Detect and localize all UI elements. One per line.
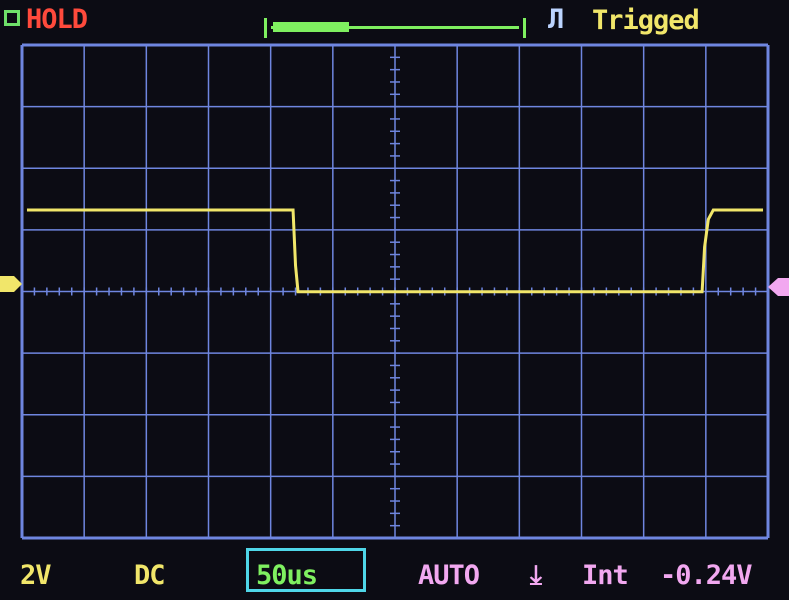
trigger-mode[interactable]: AUTO: [418, 560, 480, 591]
memory-position-bar[interactable]: [264, 18, 526, 38]
hold-icon: [4, 10, 20, 26]
grid: [20, 43, 770, 540]
rising-pulse-icon: Л: [548, 4, 564, 35]
trigger-source[interactable]: Int: [582, 560, 629, 591]
memory-window[interactable]: [273, 22, 349, 32]
hold-status[interactable]: HOLD: [26, 4, 88, 35]
timebase-selector[interactable]: [246, 548, 366, 592]
trigger-level-marker-icon: [768, 278, 789, 296]
signal-trace: [26, 208, 764, 294]
falling-edge-icon[interactable]: ⤓: [530, 560, 542, 591]
trigger-level[interactable]: -0.24V: [660, 560, 753, 591]
timebase[interactable]: 50us: [256, 560, 318, 591]
volts-per-div[interactable]: 2V: [20, 560, 52, 591]
coupling[interactable]: DC: [134, 560, 166, 591]
trigger-status: Trigged: [592, 5, 700, 36]
memory-track: [271, 26, 519, 29]
ground-marker-icon: [0, 276, 22, 292]
